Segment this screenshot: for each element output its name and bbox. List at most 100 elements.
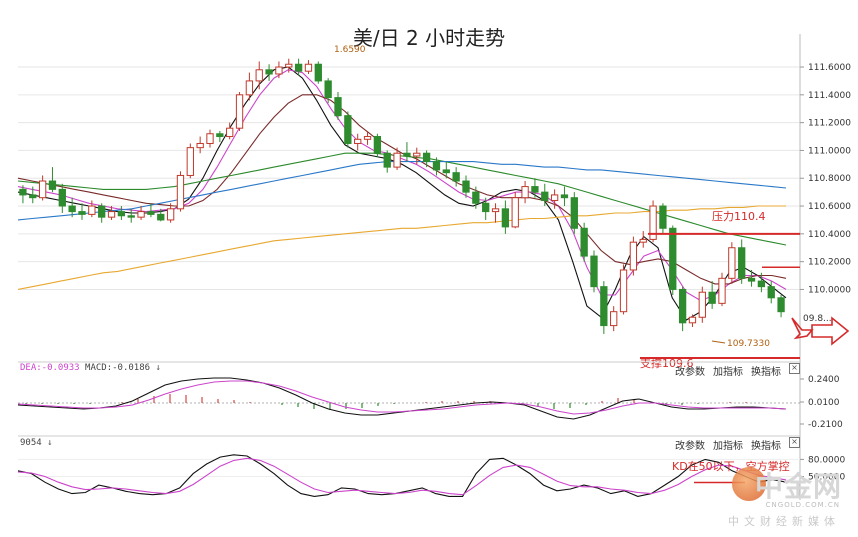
price-tick-label: 111.4000 bbox=[808, 91, 851, 101]
moving-average-line bbox=[17, 205, 786, 290]
macd-dif-line bbox=[17, 377, 787, 420]
low-price-label: 109.7330 bbox=[727, 339, 770, 349]
candle-body bbox=[383, 152, 391, 168]
candle-body bbox=[747, 277, 756, 282]
macd-value: MACD:-0.0186 bbox=[85, 363, 151, 373]
candle-body bbox=[482, 202, 490, 213]
kdj-k-line bbox=[17, 454, 787, 497]
watermark-logo: 中金网 CNGOLD.COM.CN 中文财经新媒体 bbox=[696, 461, 846, 531]
candle-body bbox=[570, 197, 578, 229]
candle-body bbox=[354, 138, 362, 144]
candle-body bbox=[708, 291, 716, 304]
candle-body bbox=[521, 186, 529, 199]
candle-body bbox=[541, 191, 549, 201]
candle-body bbox=[206, 133, 214, 144]
candle-body bbox=[639, 238, 647, 243]
kdj-d-line bbox=[17, 457, 787, 496]
macd-params-button[interactable]: 改参数 bbox=[675, 367, 705, 378]
candle-body bbox=[157, 213, 165, 221]
logo-badge-icon bbox=[732, 467, 766, 501]
candle-body bbox=[117, 211, 126, 217]
candle-body bbox=[590, 255, 598, 288]
candle-body bbox=[550, 194, 559, 201]
candle-body bbox=[610, 311, 618, 327]
candles bbox=[19, 58, 785, 334]
candle-body bbox=[285, 63, 293, 68]
candle-body bbox=[324, 80, 332, 99]
candle-body bbox=[176, 174, 185, 210]
macd-add-indicator-button[interactable]: 加指标 bbox=[713, 367, 743, 378]
kdj-switch-indicator-button[interactable]: 换指标 bbox=[751, 441, 781, 452]
candle-body bbox=[393, 152, 401, 168]
candle-body bbox=[531, 186, 539, 193]
candle-body bbox=[137, 211, 145, 218]
candle-body bbox=[48, 180, 57, 190]
macd-close-icon[interactable]: × bbox=[789, 363, 800, 374]
kdj-tick-label: 50.0000 bbox=[808, 473, 845, 483]
candle-body bbox=[294, 63, 303, 72]
moving-average-line bbox=[17, 94, 787, 285]
candle-body bbox=[275, 66, 283, 75]
candle-body bbox=[147, 211, 155, 215]
price-tick-label: 111.6000 bbox=[808, 63, 851, 73]
candle-body bbox=[186, 147, 194, 176]
kdj-add-indicator-button[interactable]: 加指标 bbox=[713, 441, 743, 452]
candle-body bbox=[19, 188, 27, 196]
macd-tick-label: -0.2100 bbox=[808, 420, 843, 430]
candle-body bbox=[226, 127, 234, 138]
kdj-label: 9054 ↓ bbox=[20, 438, 53, 448]
candle-body bbox=[580, 227, 588, 257]
candle-body bbox=[373, 136, 382, 154]
macd-panel: 0.2400 0.0100 -0.2100 bbox=[17, 361, 843, 430]
candle-body bbox=[422, 152, 431, 163]
macd-label: DEA:-0.0933 MACD:-0.0186 ↓ bbox=[20, 363, 161, 373]
moving-average-line bbox=[17, 69, 787, 302]
moving-average-line bbox=[17, 66, 787, 321]
candle-body bbox=[698, 291, 706, 318]
low-price-pointer bbox=[711, 340, 726, 344]
logo-name: 中金网 bbox=[754, 470, 842, 503]
high-price-label: 1.6590 bbox=[334, 45, 366, 55]
candle-body bbox=[196, 142, 204, 149]
candle-body bbox=[491, 208, 500, 213]
price-tick-label: 110.8000 bbox=[808, 174, 851, 184]
macd-toolbar: 改参数 加指标 换指标 × bbox=[675, 363, 800, 378]
candle-body bbox=[718, 277, 726, 304]
kdj-params-button[interactable]: 改参数 bbox=[675, 441, 705, 452]
candle-body bbox=[767, 286, 775, 299]
candle-body bbox=[738, 247, 746, 279]
moving-average-line bbox=[17, 161, 787, 221]
logo-url: CNGOLD.COM.CN bbox=[765, 501, 840, 509]
candle-body bbox=[560, 194, 569, 199]
candle-body bbox=[107, 211, 116, 218]
kdj-toolbar: 改参数 加指标 换指标 × bbox=[675, 437, 800, 452]
candle-body bbox=[757, 280, 766, 288]
annotations: 1.6590 109.7330 压力110.4 支撑109.6 09.8... bbox=[334, 45, 850, 370]
candle-body bbox=[344, 115, 352, 144]
candle-body bbox=[58, 188, 66, 207]
candle-body bbox=[432, 161, 441, 171]
price-tick-label: 111.2000 bbox=[808, 119, 851, 129]
candle-body bbox=[68, 205, 76, 213]
candle-body bbox=[304, 63, 313, 72]
price-tick-label: 111.0000 bbox=[808, 146, 851, 156]
price-tick-label: 110.2000 bbox=[808, 258, 851, 268]
price-axis: 111.6000 111.4000 111.2000 111.0000 110.8000… bbox=[799, 34, 851, 500]
macd-arrow: ↓ bbox=[155, 363, 161, 373]
candle-body bbox=[777, 297, 785, 313]
kdj-close-icon[interactable]: × bbox=[789, 437, 800, 448]
candle-body bbox=[235, 94, 244, 129]
price-tick-label: 110.6000 bbox=[808, 202, 851, 212]
candle-body bbox=[403, 152, 411, 157]
price-tick-label: 110.0000 bbox=[808, 285, 851, 295]
chart-title: 美/日 2 小时走势 bbox=[352, 26, 506, 50]
candle-body bbox=[472, 191, 480, 204]
candle-body bbox=[501, 208, 510, 228]
macd-switch-indicator-button[interactable]: 换指标 bbox=[751, 367, 781, 378]
candle-body bbox=[462, 180, 470, 193]
moving-averages bbox=[17, 66, 787, 321]
candle-body bbox=[334, 97, 342, 117]
moving-average-line bbox=[17, 152, 787, 246]
right-arrow-icon bbox=[811, 316, 850, 346]
